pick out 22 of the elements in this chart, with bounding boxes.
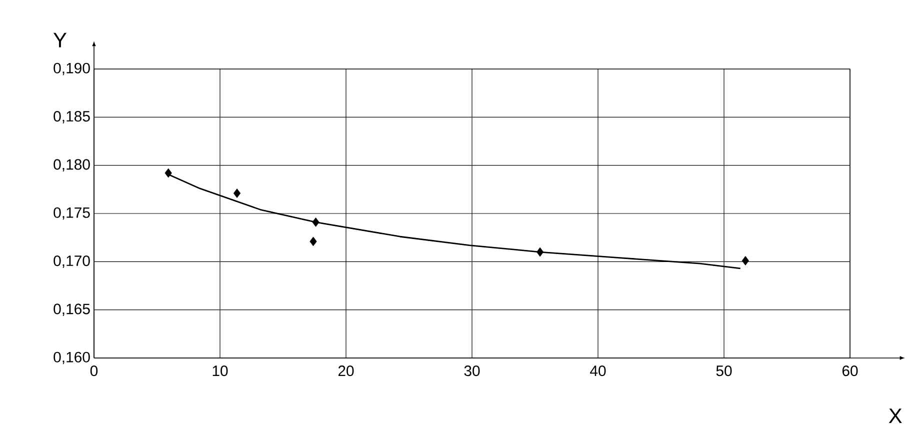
x-tick-label: 50 xyxy=(716,366,732,376)
point xyxy=(164,168,172,178)
x-tick-label: 20 xyxy=(338,366,354,376)
y-tick-label: 0,190 xyxy=(54,62,90,76)
y-tick-label: 0,170 xyxy=(54,255,90,268)
y-axis-title: Y xyxy=(53,32,67,48)
x-tick-label: 10 xyxy=(212,366,228,376)
point xyxy=(233,188,241,198)
point xyxy=(310,236,317,246)
x-tick-label: 30 xyxy=(464,366,480,376)
point xyxy=(742,256,749,266)
x-tick-label: 40 xyxy=(590,366,606,376)
y-tick-label: 0,185 xyxy=(54,110,90,124)
y-tick-label: 0,180 xyxy=(54,159,90,172)
y-tick-label: 0,160 xyxy=(54,352,90,364)
y-tick-label: 0,165 xyxy=(54,304,90,316)
x-tick-label: 0 xyxy=(90,366,98,376)
x-axis-title: X xyxy=(888,408,902,423)
x-tick-label: 60 xyxy=(842,366,858,376)
point xyxy=(536,247,544,257)
point xyxy=(312,217,320,227)
y-tick-label: 0,175 xyxy=(54,207,90,220)
